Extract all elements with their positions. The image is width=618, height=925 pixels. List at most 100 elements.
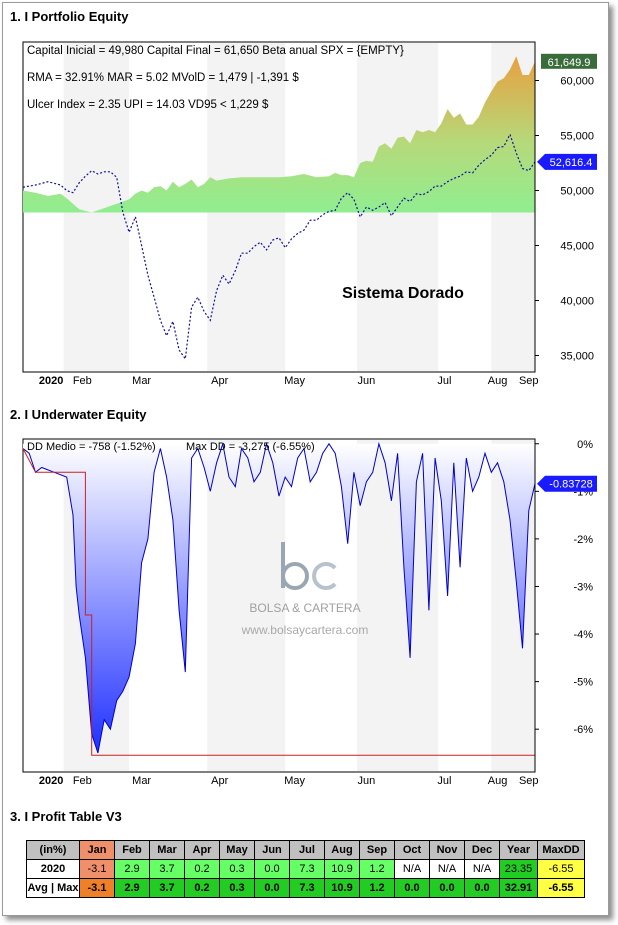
profit-row: 2020 -3.1 2.9 3.7 0.2 0.3 0.0 7.3 10.9 1.2 N/A N/A N… [26,859,585,879]
profit-cell: 2.9 [114,878,150,898]
y-tick-label: 55,000 [560,131,594,143]
equity-annotation: RMA = 32.91% MAR = 5.02 MVolD = 1,479 | … [27,72,299,84]
max-drawdown-line [22,448,535,756]
profit-cell: N/A [394,859,430,879]
dd-average-annotation: DD Medio = -758 (-1.52%) [27,441,156,453]
max-dd-annotation: Max DD = -3,275 (-6.55%) [186,441,315,453]
profit-cell: 0.0 [254,878,290,898]
x-tick-label: 2020 [39,775,63,787]
profit-cell: 1.2 [359,859,395,879]
underwater-section-title: 2. I Underwater Equity [10,407,147,422]
profit-header-cell: Jan [79,840,115,860]
equity-chart: 35,000 40,000 45,000 50,000 55,000 60,000 2020… [22,41,597,387]
x-tick-label: Feb [73,775,92,787]
profit-cell: 0.0 [429,878,465,898]
dd-last-label: -0.83728 [549,479,592,491]
x-tick-label: Aug [488,375,508,387]
profit-header-cell: Jul [289,840,325,860]
profit-cell: 0.3 [219,878,255,898]
y-tick-label: 45,000 [560,241,594,253]
profit-header-cell: Aug [324,840,360,860]
profit-cell: -6.55 [537,859,585,879]
profit-header-cell: Feb [114,840,150,860]
profit-cell: 3.7 [149,878,185,898]
profit-header-cell: (in%) [26,840,80,860]
equity-area [23,56,535,213]
x-tick-label: Jul [437,775,451,787]
month-band [207,440,286,771]
equity-annotation: Capital Inicial = 49,980 Capital Final =… [27,45,404,57]
profit-table: (in%) Jan Feb Mar Apr May Jun Jul Aug Sep Oct Nov De… [26,840,585,898]
drawdown-line [22,441,536,754]
profit-row-label: Avg | Max [26,878,80,898]
profit-cell: 0.2 [184,878,220,898]
profit-header-cell: Sep [359,840,395,860]
profit-cell: 3.7 [149,859,185,879]
profit-row-label: 2020 [26,859,80,879]
x-tick-label: Mar [132,375,151,387]
y-tick-label: 0% [577,439,593,451]
x-tick-label: May [284,375,305,387]
profit-cell: 0.0 [254,859,290,879]
profit-row: Avg | Max -3.1 2.9 3.7 0.2 0.3 0.0 7.3 10.9 1.2 0.… [26,878,585,898]
y-tick-label: 60,000 [560,76,594,88]
profit-cell: -6.55 [537,878,585,898]
profit-header-cell: Year [499,840,538,860]
strategy-name: Sistema Dorado [342,285,464,302]
equity-last-label: 61,649.9 [548,57,591,69]
benchmark-last-label: 52,616.4 [550,157,593,169]
y-tick-label: 50,000 [560,186,594,198]
profit-cell: 10.9 [324,878,360,898]
x-tick-label: Jun [358,775,376,787]
profit-header-cell: Mar [149,840,185,860]
profit-cell: 1.2 [359,878,395,898]
profit-cell: 0.0 [394,878,430,898]
profit-header-cell: May [219,840,255,860]
profit-header-cell: Oct [394,840,430,860]
dd-last-badge [537,475,597,492]
profit-section-title: 3. I Profit Table V3 [10,809,122,824]
profit-cell: -3.1 [79,878,115,898]
x-tick-label: Jun [358,375,376,387]
profit-cell: 0.2 [184,859,220,879]
x-tick-label: Apr [211,375,228,387]
benchmark-line [22,132,536,361]
y-tick-label: -6% [573,724,593,736]
y-tick-label: -2% [573,534,593,546]
x-tick-label: Jul [437,375,451,387]
drawdown-area [23,443,535,753]
x-tick-label: Feb [73,375,92,387]
profit-cell: 0.0 [464,878,500,898]
y-tick-label: -3% [573,581,593,593]
profit-cell: -3.1 [79,859,115,879]
profit-cell: N/A [429,859,465,879]
profit-header-cell: Apr [184,840,220,860]
profit-header-cell: Nov [429,840,465,860]
equity-last-badge [541,53,597,69]
equity-annotation: Ulcer Index = 2.35 UPI = 14.03 VD95 < 1,… [27,99,269,111]
logo-url: www.bolsaycartera.com [241,623,369,637]
x-tick-label: Sep [519,375,539,387]
x-tick-label: Apr [211,775,228,787]
profit-header-cell: Dec [464,840,500,860]
equity-section-title: 1. I Portfolio Equity [10,9,129,24]
x-tick-label: May [284,775,305,787]
y-tick-label: -5% [573,677,593,689]
underwater-chart: BOLSA & CARTERAwww.bolsaycartera.com0%-1… [22,438,597,787]
logo-b-bowl [281,562,309,590]
profit-header-row: (in%) Jan Feb Mar Apr May Jun Jul Aug Sep Oct Nov De… [26,840,585,860]
logo-c [312,562,337,590]
x-tick-label: 2020 [39,375,63,387]
profit-header-cell: Jun [254,840,290,860]
profit-cell: 0.3 [219,859,255,879]
x-tick-label: Aug [488,775,508,787]
profit-cell: 2.9 [114,859,150,879]
profit-cell: 7.3 [289,878,325,898]
y-tick-label: 40,000 [560,296,594,308]
benchmark-last-badge [537,153,597,170]
y-tick-label: 35,000 [560,351,594,363]
profit-header-cell: MaxDD [537,840,585,860]
profit-cell: 32.91 [499,878,538,898]
profit-cell: 23.35 [499,859,538,879]
y-tick-label: -4% [573,629,593,641]
